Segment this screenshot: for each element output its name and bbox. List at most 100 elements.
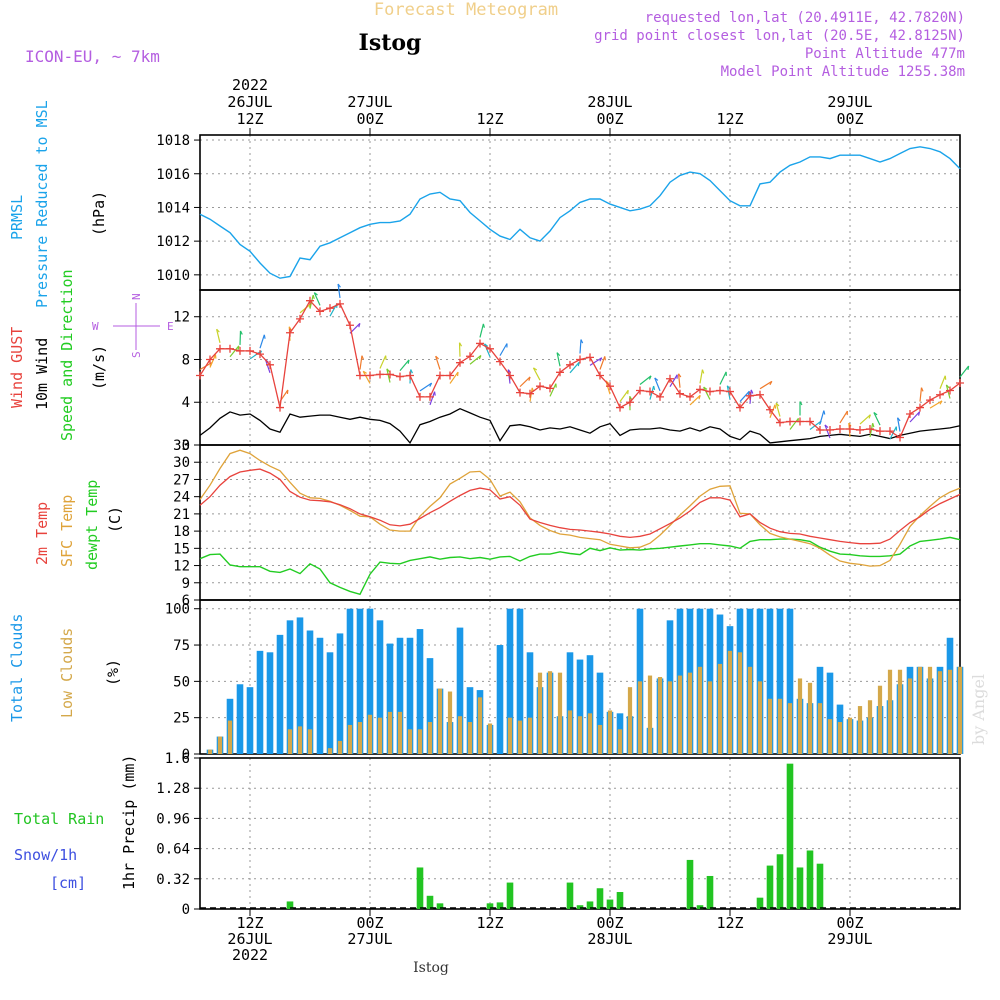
low-cloud-bar: [307, 729, 313, 754]
wind-arrow: [359, 355, 363, 370]
pressure-ytick-label: 1014: [156, 200, 190, 216]
wind-arrow-head: [237, 345, 240, 350]
wind-gust-marker: [316, 307, 324, 316]
low-cloud-bar: [477, 697, 483, 754]
wind-arrow: [789, 417, 799, 430]
wind-arrow: [469, 354, 482, 365]
wind-arrow: [703, 386, 711, 400]
model-name: ICON-EU, ~ 7km: [25, 47, 160, 66]
wind-arrow-head: [648, 375, 652, 380]
precip-bars: [200, 763, 960, 909]
low-cloud-bar: [657, 677, 663, 754]
wind-gust-marker: [746, 391, 754, 400]
wind-gust-marker: [666, 374, 674, 383]
temp-ytick-label: 9: [182, 576, 190, 592]
wind-arrow-head: [482, 323, 485, 328]
wind-gust-marker: [446, 371, 454, 380]
wind-arrow-head: [435, 355, 439, 360]
cloud-labels: Total Clouds Low Clouds (%): [8, 614, 122, 722]
low-cloud-bar: [697, 666, 703, 754]
wind-gust-marker: [926, 396, 934, 405]
pressure-labels: PRMSL Pressure Reduced to MSL (hPa): [8, 100, 108, 308]
wind-arrow-head: [703, 386, 708, 390]
wind-gust-marker: [506, 371, 514, 380]
total-cloud-bar: [506, 608, 514, 754]
wind-gust-marker: [366, 371, 374, 380]
rain-bar: [486, 903, 494, 909]
wind-arrow: [699, 369, 704, 384]
compass-rose: N S W E: [92, 293, 174, 358]
wind-gust-marker: [346, 321, 354, 330]
bottom-time-label: 12Z: [236, 914, 263, 932]
gridpoint-coordinates: grid point closest lon,lat (20.5E, 42.81…: [594, 28, 965, 44]
wind-arrow-head: [945, 384, 950, 389]
wind-arrow-head: [629, 395, 633, 401]
low-cloud-bar: [857, 706, 863, 754]
station-name: Istog: [359, 30, 422, 56]
total-cloud-bar: [576, 659, 584, 754]
wind-gust-marker: [866, 424, 874, 433]
wind-arrow-head: [478, 355, 482, 360]
wind-arrow-head: [920, 387, 924, 392]
wind-gust-marker: [546, 384, 554, 393]
wind-arrow-head: [824, 424, 829, 429]
snow-label: Snow/1h: [14, 846, 77, 864]
wind-gust-marker: [436, 371, 444, 380]
temp-2m-label: 2m Temp: [33, 502, 51, 565]
low-cloud-bar: [337, 740, 343, 754]
wind-gust-marker: [816, 426, 824, 435]
compass-south: S: [130, 351, 143, 358]
wind-arrow-head: [580, 339, 584, 344]
wind-arrow: [519, 376, 531, 388]
bottom-time-label: 28JUL: [587, 930, 632, 948]
wind-gust-marker: [756, 390, 764, 399]
wind-arrow: [824, 424, 831, 439]
wind-arrow: [959, 365, 970, 378]
total-cloud-bar: [236, 684, 244, 754]
low-cloud-bar: [487, 723, 493, 754]
temp-2m-series-line: [199, 468, 961, 545]
low-cloud-bar: [817, 703, 823, 754]
wind-arrow: [654, 377, 661, 392]
wind-arrow: [669, 374, 678, 388]
low-cloud-bar: [957, 666, 963, 754]
low-cloud-bar: [577, 716, 583, 754]
low-cloud-bar: [227, 720, 233, 754]
wind-arrow: [929, 400, 943, 409]
total-cloud-bar: [296, 617, 304, 754]
wind-arrow: [419, 382, 432, 392]
low-cloud-bar: [757, 681, 763, 754]
temp-ytick-label: 21: [173, 507, 190, 523]
wind-arrow: [313, 292, 321, 306]
wind-arrow-head: [361, 355, 364, 360]
wind-arrow: [909, 411, 920, 423]
temp-ytick-label: 27: [173, 472, 190, 488]
rain-bar: [706, 875, 714, 909]
total-cloud-bar: [336, 633, 344, 754]
wind-labels: Wind GUST 10m Wind Speed and Direction (…: [8, 269, 174, 441]
wind-gust-marker: [706, 387, 714, 396]
total-cloud-bar: [466, 687, 474, 754]
wind-arrow: [549, 383, 557, 397]
wind-gust-marker: [456, 358, 464, 367]
compass-north: N: [130, 293, 143, 300]
wind-gust-marker: [426, 392, 434, 401]
total-cloud-bar: [416, 629, 424, 754]
wind-gust-marker: [826, 426, 834, 435]
wind-gust-series-line: [199, 299, 961, 439]
bottom-time-label: 12Z: [476, 914, 503, 932]
low-cloud-bar: [327, 748, 333, 754]
wind-gust-marker: [916, 403, 924, 412]
wind-gust-marker: [636, 386, 644, 395]
low-cloud-bar: [547, 671, 553, 754]
wind-10m-series-line: [199, 407, 961, 445]
wind-arrow-head: [604, 356, 606, 361]
total-cloud-bar: [406, 637, 414, 754]
top-time-label: 12Z: [716, 110, 743, 128]
wind-gust-marker: [416, 392, 424, 401]
wind-arrow-head: [799, 401, 803, 406]
total-cloud-bar: [566, 652, 574, 754]
temp-ytick-label: 15: [173, 541, 190, 557]
low-cloud-bar: [207, 749, 213, 754]
wind-gust-marker: [336, 299, 344, 308]
